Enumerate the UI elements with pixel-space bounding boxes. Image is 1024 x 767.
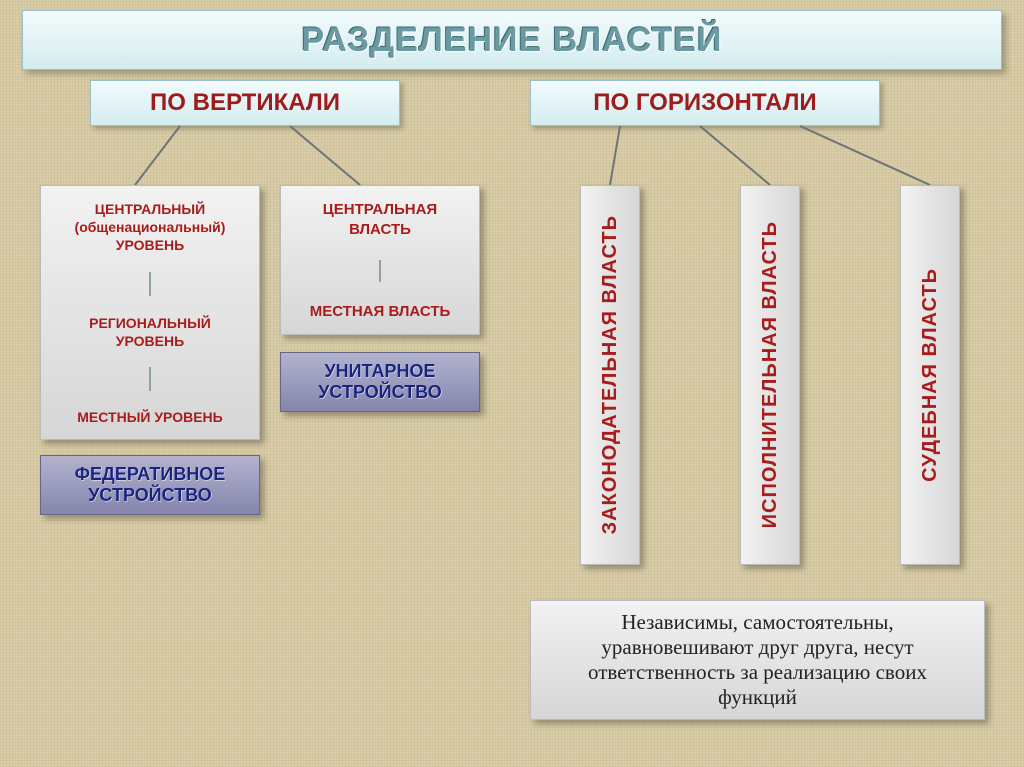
main-title-bar: РАЗДЕЛЕНИЕ ВЛАСТЕЙ bbox=[22, 10, 1002, 70]
connector-icon bbox=[149, 367, 151, 391]
central-power-line2: ВЛАСТЬ bbox=[323, 220, 437, 240]
federal-structure-text: ФЕДЕРАТИВНОЕ УСТРОЙСТВО bbox=[41, 464, 259, 506]
local-power: МЕСТНАЯ ВЛАСТЬ bbox=[310, 303, 451, 320]
federal-levels-box: ЦЕНТРАЛЬНЫЙ (общенациональный) УРОВЕНЬ Р… bbox=[40, 185, 260, 440]
pillar-executive-text: ИСПОЛНИТЕЛЬНАЯ ВЛАСТЬ bbox=[759, 221, 782, 528]
pillar-judicial-text: СУДЕБНАЯ ВЛАСТЬ bbox=[919, 268, 942, 482]
central-power: ЦЕНТРАЛЬНАЯ ВЛАСТЬ bbox=[323, 200, 437, 239]
level-local: МЕСТНЫЙ УРОВЕНЬ bbox=[77, 409, 222, 425]
level-regional-line2: УРОВЕНЬ bbox=[89, 332, 211, 350]
main-title-text: РАЗДЕЛЕНИЕ ВЛАСТЕЙ bbox=[302, 21, 723, 60]
pillar-legislative-text: ЗАКОНОДАТЕЛЬНАЯ ВЛАСТЬ bbox=[599, 215, 622, 534]
level-regional: РЕГИОНАЛЬНЫЙ УРОВЕНЬ bbox=[89, 314, 211, 350]
subheading-horizontal: ПО ГОРИЗОНТАЛИ bbox=[530, 80, 880, 126]
subheading-horizontal-text: ПО ГОРИЗОНТАЛИ bbox=[593, 89, 816, 117]
subheading-vertical: ПО ВЕРТИКАЛИ bbox=[90, 80, 400, 126]
level-central-line3: УРОВЕНЬ bbox=[75, 236, 226, 254]
connector-icon bbox=[149, 272, 151, 296]
pillar-legislative: ЗАКОНОДАТЕЛЬНАЯ ВЛАСТЬ bbox=[580, 185, 640, 565]
diagram-canvas: РАЗДЕЛЕНИЕ ВЛАСТЕЙ ПО ВЕРТИКАЛИ ПО ГОРИЗ… bbox=[0, 0, 1024, 767]
level-central-line2: (общенациональный) bbox=[75, 218, 226, 236]
unitary-structure-label: УНИТАРНОЕ УСТРОЙСТВО bbox=[280, 352, 480, 412]
level-central-line1: ЦЕНТРАЛЬНЫЙ bbox=[75, 200, 226, 218]
unitary-levels-box: ЦЕНТРАЛЬНАЯ ВЛАСТЬ МЕСТНАЯ ВЛАСТЬ bbox=[280, 185, 480, 335]
bottom-note-text: Независимы, самостоятельны, уравновешива… bbox=[551, 610, 964, 710]
level-regional-line1: РЕГИОНАЛЬНЫЙ bbox=[89, 314, 211, 332]
central-power-line1: ЦЕНТРАЛЬНАЯ bbox=[323, 200, 437, 220]
bottom-note-box: Независимы, самостоятельны, уравновешива… bbox=[530, 600, 985, 720]
pillar-judicial: СУДЕБНАЯ ВЛАСТЬ bbox=[900, 185, 960, 565]
unitary-structure-text: УНИТАРНОЕ УСТРОЙСТВО bbox=[281, 361, 479, 403]
connector-icon bbox=[379, 260, 381, 282]
level-central: ЦЕНТРАЛЬНЫЙ (общенациональный) УРОВЕНЬ bbox=[75, 200, 226, 255]
subheading-vertical-text: ПО ВЕРТИКАЛИ bbox=[150, 89, 340, 117]
pillar-executive: ИСПОЛНИТЕЛЬНАЯ ВЛАСТЬ bbox=[740, 185, 800, 565]
federal-structure-label: ФЕДЕРАТИВНОЕ УСТРОЙСТВО bbox=[40, 455, 260, 515]
